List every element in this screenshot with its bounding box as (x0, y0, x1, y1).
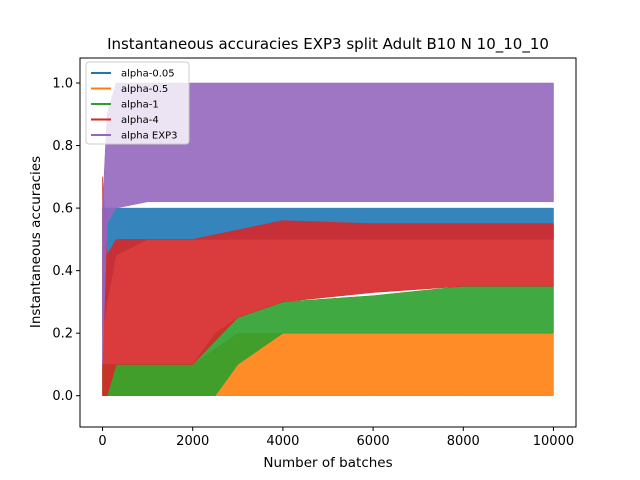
x-tick-label: 0 (98, 434, 106, 449)
legend-frame (85, 61, 190, 145)
y-tick-label: 1.0 (52, 77, 73, 92)
y-tick-label: 0.0 (52, 389, 73, 404)
legend-label: alpha-0.05 (121, 69, 175, 80)
x-tick-label: 10000 (533, 434, 574, 449)
legend-label: alpha-0.5 (121, 84, 168, 95)
x-tick-label: 6000 (357, 434, 390, 449)
legend: alpha-0.05 alpha-0.5 alpha-1 alpha-4 alpha E… (85, 61, 190, 145)
legend-label: alpha-1 (121, 100, 159, 111)
series-band-3 (102, 176, 554, 396)
y-tick-label: 0.4 (52, 264, 73, 279)
plot-frame (79, 57, 577, 428)
legend-label: alpha EXP3 (121, 131, 177, 142)
y-axis-label: Instantaneous accuracies (28, 156, 44, 328)
series-bands (102, 82, 554, 396)
y-tick-label: 0.8 (52, 139, 73, 154)
x-axis-ticks: 0 2000 4000 6000 8000 10000 (98, 427, 574, 449)
x-tick-label: 8000 (447, 434, 480, 449)
y-tick-label: 0.2 (52, 327, 73, 342)
chart-title: Instantaneous accuracies EXP3 split Adul… (107, 35, 549, 54)
x-axis-label: Number of batches (263, 455, 392, 471)
y-tick-label: 0.6 (52, 202, 73, 217)
legend-label: alpha-4 (121, 115, 159, 126)
x-tick-label: 2000 (176, 434, 209, 449)
x-tick-label: 4000 (266, 434, 299, 449)
y-axis-ticks: 0.0 0.2 0.4 0.6 0.8 1.0 (52, 77, 80, 404)
